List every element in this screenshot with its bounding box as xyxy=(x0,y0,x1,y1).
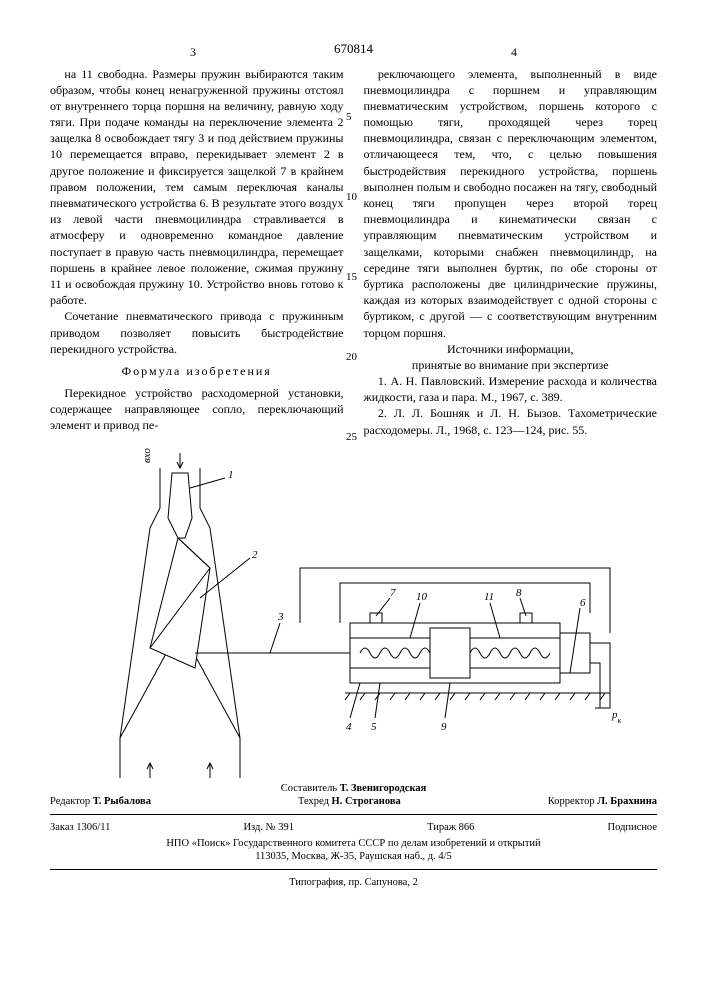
typography: Типография, пр. Сапунова, 2 xyxy=(50,876,657,889)
left-column: на 11 свободна. Размеры пружин выбираютс… xyxy=(50,66,344,438)
callout-7: 7 xyxy=(390,587,396,599)
page: 670814 3 4 5 10 15 20 25 на 11 свободна.… xyxy=(0,0,707,1000)
footer: Составитель Т. Звенигородская Редактор Т… xyxy=(50,782,657,890)
circulation: Тираж 866 xyxy=(427,821,474,834)
callout-1: 1 xyxy=(228,469,234,481)
subscription: Подписное xyxy=(608,821,657,834)
figure: вход 1 2 3 4 5 6 7 8 9 10 11 pк xyxy=(50,448,657,778)
left-paragraph-3: Перекидное устройство расходомерной уста… xyxy=(50,385,344,434)
right-paragraph-1: реключающего элемента, выполненный в вид… xyxy=(364,66,658,341)
line-number: 10 xyxy=(346,192,357,203)
left-paragraph-2: Сочетание пневматического привода с пруж… xyxy=(50,308,344,357)
callout-8: 8 xyxy=(516,587,522,599)
callout-6: 6 xyxy=(580,597,586,609)
column-number-left: 3 xyxy=(190,44,196,60)
line-number: 15 xyxy=(346,272,357,283)
footer-separator xyxy=(50,814,657,815)
callout-2: 2 xyxy=(252,549,258,561)
callout-9: 9 xyxy=(441,721,447,733)
compiler-name: Т. Звенигородская xyxy=(340,783,427,794)
organization: НПО «Поиск» Государственного комитета СС… xyxy=(50,837,657,850)
sources-heading: Источники информации, принятые во вниман… xyxy=(364,341,658,373)
figure-label-inlet: вход xyxy=(141,448,153,463)
callout-5: 5 xyxy=(371,721,377,733)
corrector-label: Корректор xyxy=(548,796,595,807)
figure-svg: вход 1 2 3 4 5 6 7 8 9 10 11 pк xyxy=(50,448,657,778)
callout-3: 3 xyxy=(277,611,284,623)
reference-1: 1. А. Н. Павловский. Измерение расхода и… xyxy=(364,373,658,405)
callout-10: 10 xyxy=(416,591,428,603)
callout-4: 4 xyxy=(346,721,352,733)
text-columns: на 11 свободна. Размеры пружин выбираютс… xyxy=(50,66,657,438)
techred-label: Техред xyxy=(298,796,329,807)
formula-heading: Формула изобретения xyxy=(50,363,344,379)
address: 113035, Москва, Ж-35, Раушская наб., д. … xyxy=(50,850,657,863)
document-number: 670814 xyxy=(50,40,657,58)
line-number: 20 xyxy=(346,352,357,363)
column-number-right: 4 xyxy=(511,44,517,60)
editor-name: Т. Рыбалова xyxy=(93,796,151,807)
techred-name: Н. Строганова xyxy=(332,796,401,807)
reference-2: 2. Л. Л. Бошняк и Л. Н. Бызов. Тахометри… xyxy=(364,405,658,437)
left-paragraph-1: на 11 свободна. Размеры пружин выбираютс… xyxy=(50,66,344,309)
footer-separator-2 xyxy=(50,869,657,870)
figure-label-pk: pк xyxy=(611,709,622,725)
callout-11: 11 xyxy=(484,591,494,603)
line-number: 5 xyxy=(346,112,352,123)
order-number: Заказ 1306/11 xyxy=(50,821,110,834)
compiler-label: Составитель xyxy=(281,783,337,794)
editor-label: Редактор xyxy=(50,796,90,807)
corrector-name: Л. Брахнина xyxy=(597,796,657,807)
line-number: 25 xyxy=(346,432,357,443)
edition-number: Изд. № 391 xyxy=(243,821,294,834)
right-column: реключающего элемента, выполненный в вид… xyxy=(364,66,658,438)
